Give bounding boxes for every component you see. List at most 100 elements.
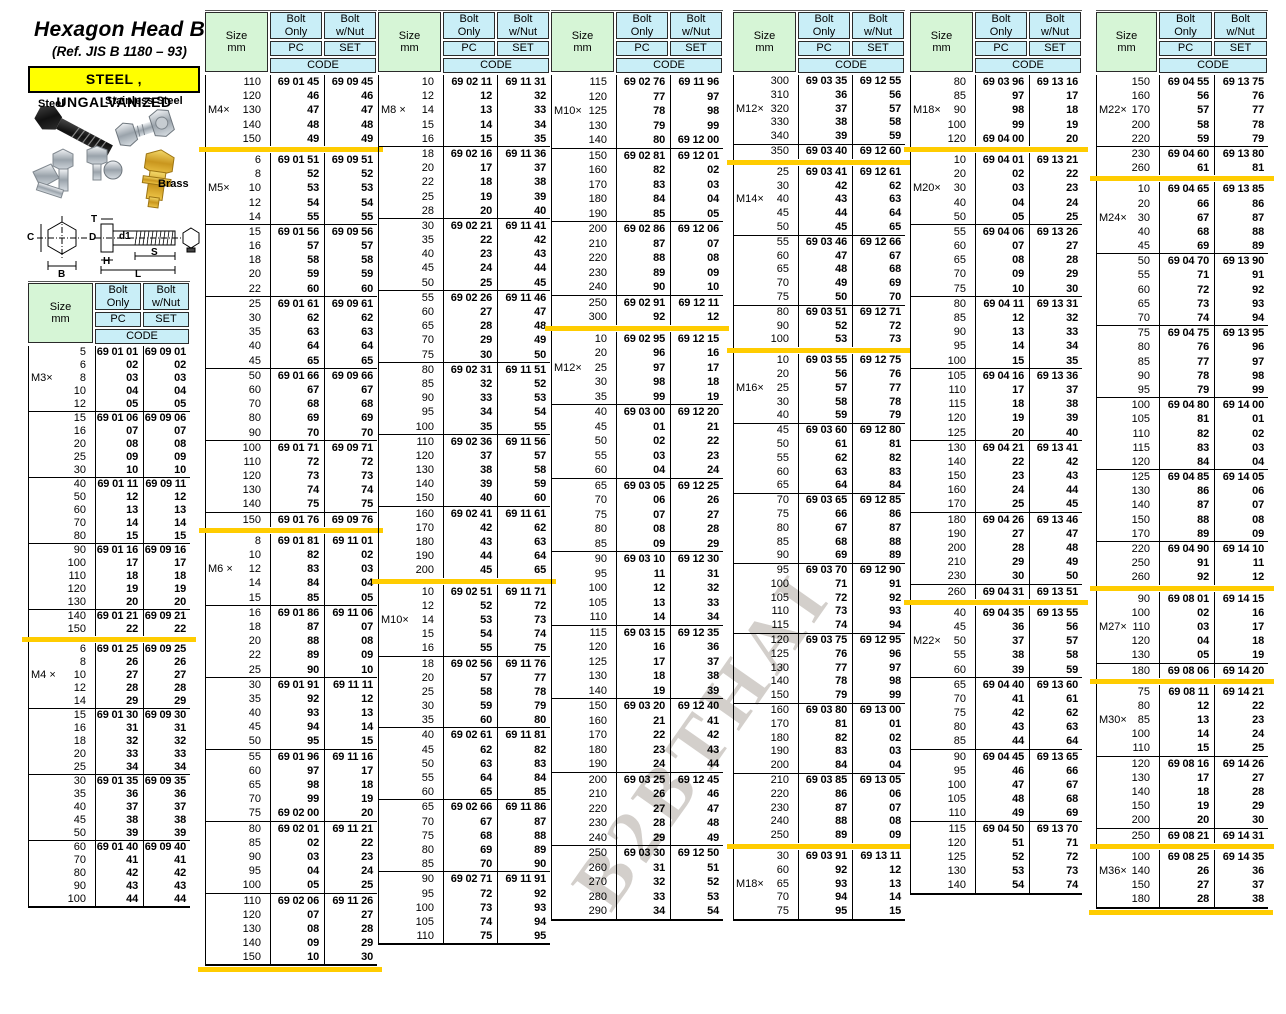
size-cell: 55 (421, 291, 434, 304)
pc-code-cell: 81 (798, 717, 852, 732)
set-code-cell: 58 (497, 463, 551, 478)
set-code-cell: 72 (324, 454, 378, 470)
pc-code-cell: 34 (443, 405, 497, 420)
size-cell: 12 (421, 90, 434, 103)
pc-code-cell: 05 (95, 398, 143, 411)
pc-code-cell: 76 (798, 647, 852, 662)
set-code-cell: 92 (852, 591, 906, 606)
pc-code-cell: 09 (270, 936, 324, 951)
size-cell: 16 (421, 132, 434, 145)
set-code-cell: 29 (670, 536, 724, 551)
size-column-header: Size mm (28, 283, 93, 343)
pc-code-cell: 15 (95, 530, 143, 543)
size-cell: 20 (73, 748, 86, 760)
set-code-cell: 27 (1214, 770, 1269, 785)
pc-code-cell: 74 (270, 483, 324, 498)
table-row: 115 74 94 (734, 619, 905, 634)
set-code-cell: 52 (497, 376, 551, 392)
size-group: 90 69 04 45 69 13 65 95 46 66 100 47 67 105 48 68 11… (911, 748, 1083, 821)
set-code-cell: 20 (324, 806, 378, 821)
size-cell: 80 (73, 530, 86, 542)
pc-code-cell: 27 (1159, 878, 1214, 893)
set-code-cell: 27 (1029, 239, 1083, 254)
size-cell: 110 (243, 455, 261, 468)
size-cell: 100 (415, 901, 434, 914)
table-row: 70 09 29 (911, 267, 1082, 282)
steel-label: Steel (38, 98, 65, 110)
pc-code-cell: 63 (443, 756, 497, 771)
pc-code-cell: 14 (616, 610, 670, 625)
size-cell: 90 (1137, 592, 1150, 605)
pc-code-cell: 06 (616, 493, 670, 508)
set-code-cell: 08 (324, 634, 378, 649)
set-code-cell: 59 (497, 477, 551, 492)
size-group: 250 69 02 91 69 12 11 300 92 12 (552, 294, 723, 325)
pc-code-cell: 39 (975, 662, 1029, 677)
pc-code-cell: 69 03 55 (798, 354, 852, 368)
set-code-cell: 18 (143, 570, 191, 583)
table-row: 45 69 03 60 69 12 80 (734, 424, 905, 438)
size-cell: 55 (421, 772, 434, 784)
set-code-cell: 53 (670, 889, 724, 904)
size-cell: 95 (594, 567, 607, 580)
set-code-cell: 14 (324, 720, 378, 735)
pc-code-cell: 04 (95, 385, 143, 398)
set-code-cell: 40 (497, 203, 551, 218)
set-code-cell: 69 11 16 (324, 749, 378, 764)
pc-code-cell: 47 (798, 249, 852, 264)
size-group: 100 69 08 25 69 14 35 M36× 140 26 36 150 27 37 180… (1097, 849, 1268, 907)
pc-code-cell: 23 (616, 742, 670, 757)
size-cell: 140 (67, 610, 86, 622)
table-row: 270 32 52 (552, 875, 723, 890)
bolt-only-header: Bolt Only (95, 283, 141, 310)
size-group: 300 69 03 35 69 12 55 310 36 56 M12× 320 37 57 330… (734, 75, 905, 144)
pc-code-cell: 29 (616, 830, 670, 845)
pc-code-cell: 64 (798, 479, 852, 494)
pc-code-cell: 37 (975, 634, 1029, 649)
pc-code-cell: 24 (975, 483, 1029, 498)
thread-prefix: M18× (736, 877, 764, 890)
thread-prefix: M5× (208, 182, 230, 195)
size-cell: 80 (776, 305, 789, 318)
set-code-cell: 98 (852, 675, 906, 690)
size-cell: 150 (1131, 76, 1150, 88)
pc-code-cell: 69 01 45 (270, 75, 324, 90)
size-cell: 105 (415, 915, 434, 928)
table-row: 40 69 02 61 69 11 81 (379, 728, 550, 743)
set-code-cell: 67 (1029, 778, 1083, 793)
pc-code-cell: 19 (975, 411, 1029, 426)
pc-code-cell: 69 04 11 (975, 296, 1029, 311)
table-row: 100 73 93 (379, 900, 550, 915)
set-code-cell: 69 12 45 (670, 772, 724, 787)
set-code-cell: 30 (324, 950, 378, 965)
pc-code-cell: 18 (975, 397, 1029, 412)
pc-code-cell: 69 08 16 (1159, 756, 1214, 771)
set-code-cell: 47 (670, 801, 724, 816)
set-code-cell: 08 (670, 251, 724, 266)
pc-code-cell: 33 (443, 391, 497, 406)
pc-code-cell: 94 (798, 891, 852, 906)
table-row: M20× 30 03 23 (911, 181, 1082, 196)
thread-prefix: M4 × (31, 669, 56, 681)
set-code-cell: 58 (324, 253, 378, 268)
pc-code-cell: 14 (443, 117, 497, 132)
bolt-table-4: Size mm Bolt Only Bolt w/Nut PC SET CODE 115 69 02… (545, 10, 729, 921)
size-cell: 115 (589, 76, 607, 88)
table-row: 260 31 51 (552, 860, 723, 875)
size-group: 150 69 01 76 69 09 76 (206, 511, 377, 527)
size-cell: M5× 10 (208, 182, 261, 195)
pc-code-cell: 69 08 06 (1159, 663, 1214, 678)
table-row: 220 69 04 90 69 14 10 (1097, 542, 1268, 557)
set-code-cell: 12 (852, 863, 906, 878)
bolt-with-nut-header: Bolt w/Nut (670, 12, 722, 39)
pc-code-cell: 45 (443, 563, 497, 578)
table-row: 240 90 10 (552, 280, 723, 295)
pc-code-cell: 03 (95, 372, 143, 385)
table-row: 65 69 03 05 69 12 25 (552, 478, 723, 493)
size-cell: 130 (415, 464, 434, 477)
size-cell: 75 (953, 282, 966, 295)
pc-code-cell: 84 (616, 192, 670, 207)
table-row: 55 62 82 (734, 451, 905, 466)
set-code-cell: 69 12 50 (670, 846, 724, 861)
set-code-cell: 39 (670, 683, 724, 698)
